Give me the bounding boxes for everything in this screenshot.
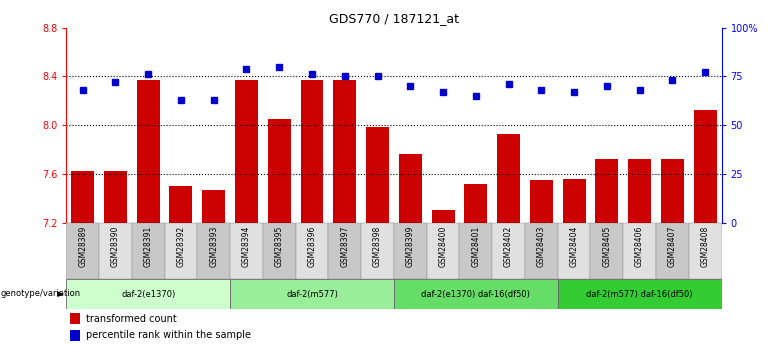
Bar bbox=[399, 154, 422, 223]
Text: GSM28401: GSM28401 bbox=[471, 225, 480, 267]
Bar bbox=[562, 179, 586, 223]
Bar bbox=[268, 119, 291, 223]
Bar bbox=[230, 223, 263, 279]
Text: GSM28403: GSM28403 bbox=[537, 225, 546, 267]
Bar bbox=[459, 223, 492, 279]
Bar bbox=[558, 279, 722, 309]
Bar bbox=[70, 313, 80, 324]
Text: GSM28390: GSM28390 bbox=[111, 225, 120, 267]
Bar bbox=[132, 223, 165, 279]
Text: GSM28407: GSM28407 bbox=[668, 225, 677, 267]
Bar bbox=[202, 190, 225, 223]
Bar bbox=[464, 184, 488, 223]
Text: GSM28393: GSM28393 bbox=[209, 225, 218, 267]
Bar bbox=[328, 223, 361, 279]
Text: daf-2(e1370) daf-16(df50): daf-2(e1370) daf-16(df50) bbox=[421, 289, 530, 299]
Bar bbox=[656, 223, 689, 279]
Bar bbox=[300, 80, 324, 223]
Bar bbox=[431, 210, 455, 223]
Bar bbox=[71, 171, 94, 223]
Bar bbox=[333, 80, 356, 223]
Bar bbox=[366, 128, 389, 223]
Bar bbox=[361, 223, 394, 279]
Text: GSM28396: GSM28396 bbox=[307, 225, 317, 267]
Text: daf-2(m577) daf-16(df50): daf-2(m577) daf-16(df50) bbox=[587, 289, 693, 299]
Text: GSM28402: GSM28402 bbox=[504, 225, 513, 267]
Text: GSM28391: GSM28391 bbox=[144, 225, 153, 267]
Bar bbox=[165, 223, 197, 279]
Bar bbox=[427, 223, 459, 279]
Text: GSM28406: GSM28406 bbox=[635, 225, 644, 267]
Bar bbox=[530, 180, 553, 223]
Bar bbox=[525, 223, 558, 279]
Bar bbox=[623, 223, 656, 279]
Text: daf-2(e1370): daf-2(e1370) bbox=[121, 289, 176, 299]
Bar bbox=[661, 159, 684, 223]
Bar bbox=[104, 171, 127, 223]
Bar bbox=[590, 223, 623, 279]
Bar bbox=[99, 223, 132, 279]
Bar bbox=[66, 279, 230, 309]
Text: GSM28399: GSM28399 bbox=[406, 225, 415, 267]
Bar bbox=[70, 330, 80, 341]
Bar bbox=[492, 223, 525, 279]
Bar bbox=[197, 223, 230, 279]
Text: GSM28404: GSM28404 bbox=[569, 225, 579, 267]
Bar bbox=[66, 223, 99, 279]
Text: GSM28397: GSM28397 bbox=[340, 225, 349, 267]
Text: GSM28392: GSM28392 bbox=[176, 225, 186, 267]
Text: GSM28408: GSM28408 bbox=[700, 225, 710, 267]
Bar bbox=[628, 159, 651, 223]
Bar bbox=[558, 223, 590, 279]
Bar bbox=[136, 80, 160, 223]
Bar bbox=[230, 279, 394, 309]
Title: GDS770 / 187121_at: GDS770 / 187121_at bbox=[329, 12, 459, 25]
Bar bbox=[595, 159, 619, 223]
Text: GSM28389: GSM28389 bbox=[78, 225, 87, 267]
Bar bbox=[497, 134, 520, 223]
Text: transformed count: transformed count bbox=[86, 314, 176, 324]
Text: genotype/variation: genotype/variation bbox=[1, 289, 81, 298]
Text: GSM28395: GSM28395 bbox=[275, 225, 284, 267]
Bar bbox=[296, 223, 328, 279]
Text: GSM28398: GSM28398 bbox=[373, 225, 382, 267]
Bar bbox=[394, 223, 427, 279]
Text: GSM28405: GSM28405 bbox=[602, 225, 612, 267]
Bar bbox=[235, 80, 258, 223]
Bar bbox=[693, 110, 717, 223]
Text: percentile rank within the sample: percentile rank within the sample bbox=[86, 330, 251, 340]
Text: daf-2(m577): daf-2(m577) bbox=[286, 289, 338, 299]
Bar bbox=[169, 186, 193, 223]
Bar bbox=[394, 279, 558, 309]
Bar bbox=[263, 223, 296, 279]
Text: GSM28394: GSM28394 bbox=[242, 225, 251, 267]
Bar bbox=[689, 223, 722, 279]
Text: GSM28400: GSM28400 bbox=[438, 225, 448, 267]
